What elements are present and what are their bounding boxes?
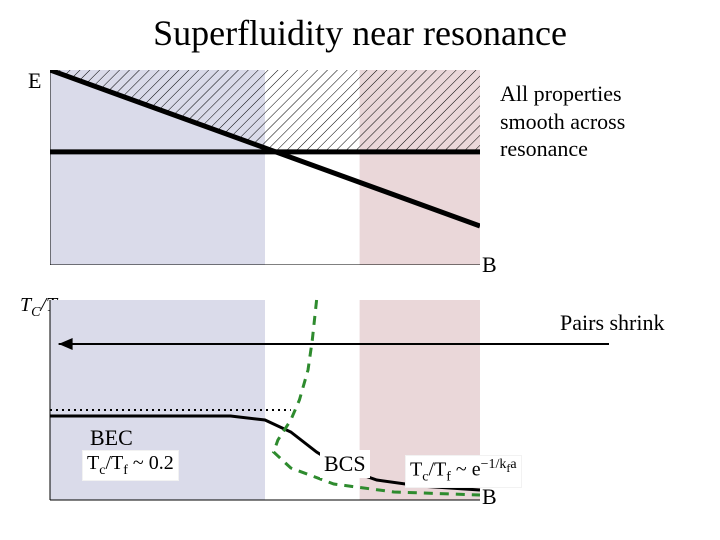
- bec-label: BEC: [90, 425, 133, 451]
- top-y-axis-label: E: [28, 68, 41, 94]
- top-annotation: All properties smooth across resonance: [500, 80, 690, 163]
- bottom-x-axis-label: B: [482, 484, 497, 510]
- pairs-shrink-annotation: Pairs shrink: [560, 310, 665, 336]
- bcs-label: BCS: [320, 450, 370, 478]
- bec-formula: Tc/Tf ~ 0.2: [82, 450, 179, 481]
- page-title: Superfluidity near resonance: [0, 12, 720, 54]
- top-energy-diagram: [50, 70, 480, 265]
- bcs-formula: Tc/Tf ~ e−1/kfa: [405, 455, 522, 488]
- top-x-axis-label: B: [482, 252, 497, 278]
